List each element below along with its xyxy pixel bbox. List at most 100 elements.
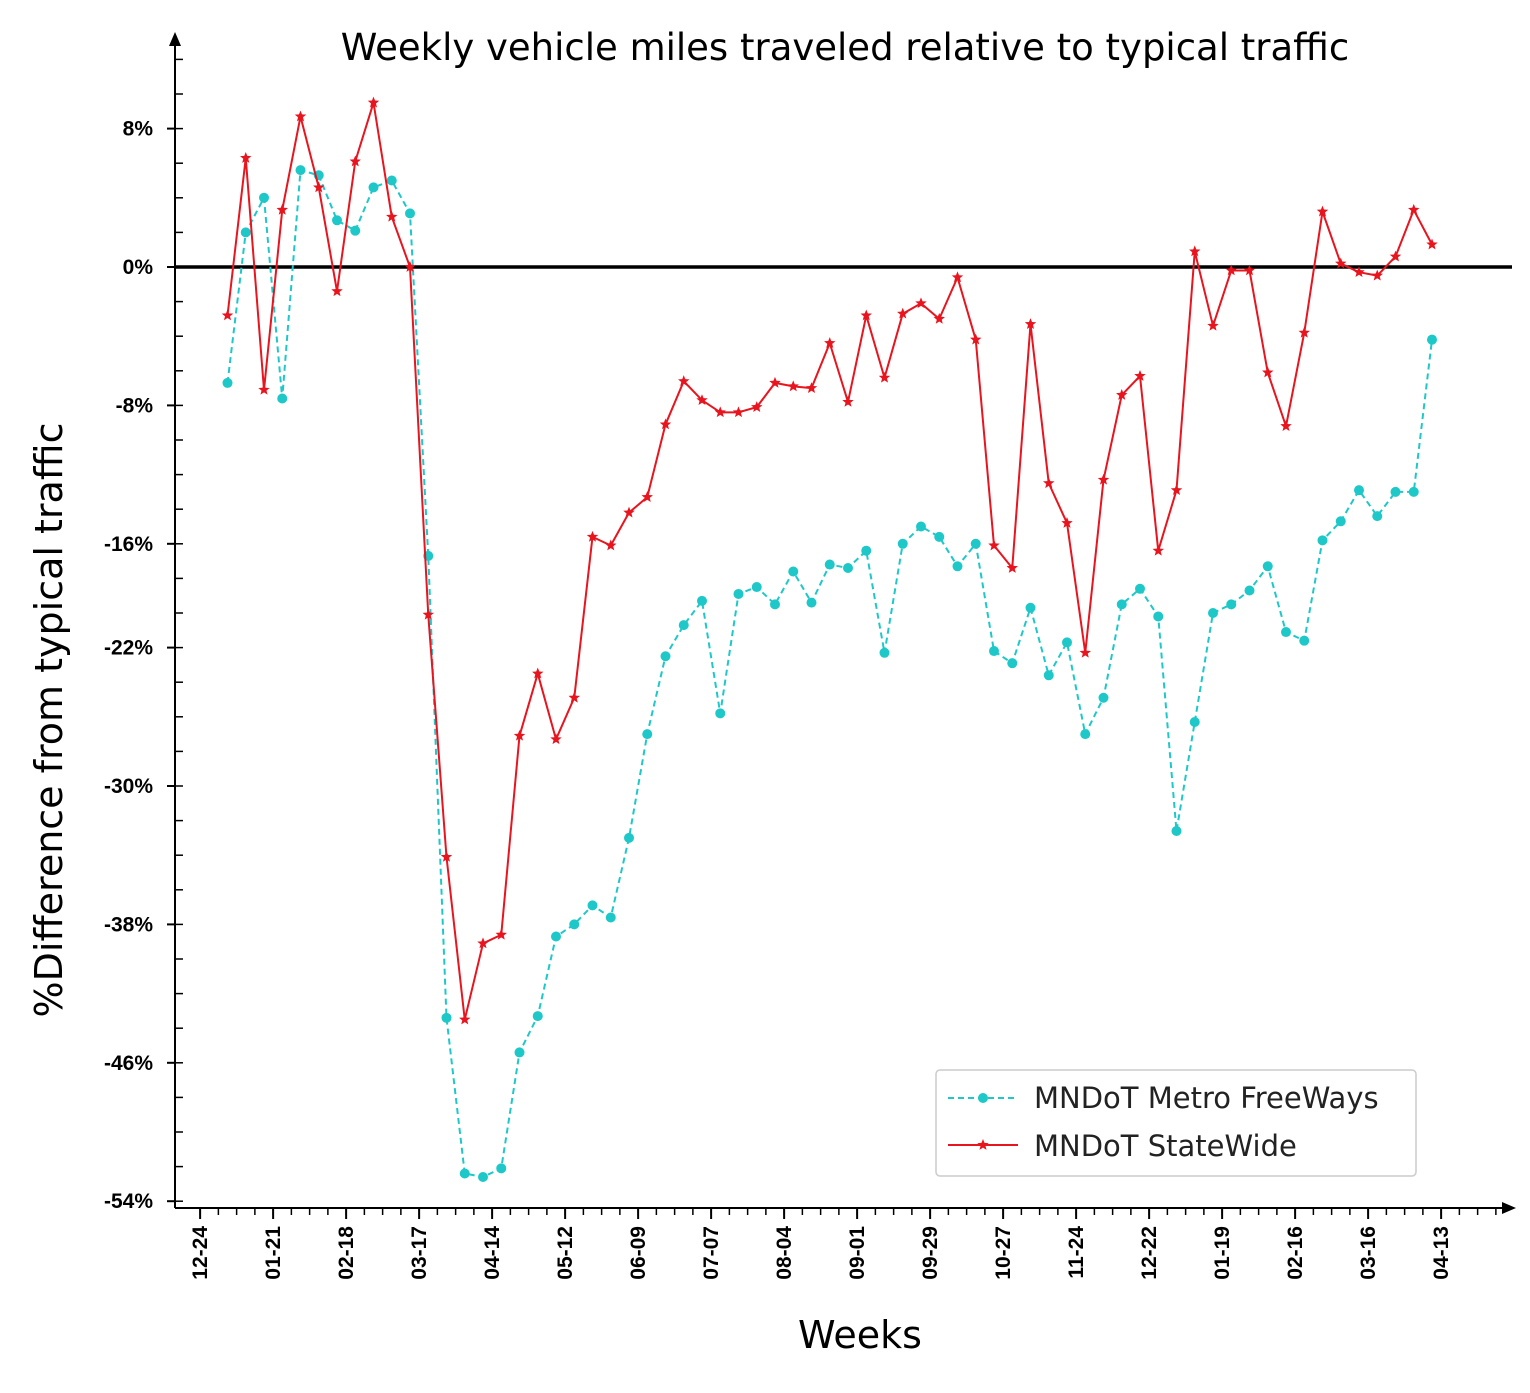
- data-point-statewide: [696, 394, 708, 406]
- data-point-statewide: [1152, 544, 1164, 556]
- data-point-statewide: [1207, 319, 1219, 331]
- data-point-statewide: [1170, 484, 1183, 496]
- data-point-statewide: [1024, 318, 1037, 329]
- data-point-metro-freeways: [916, 521, 926, 532]
- data-point-metro-freeways: [1372, 511, 1383, 522]
- data-point-statewide: [221, 309, 234, 321]
- data-point-metro-freeways: [222, 377, 233, 388]
- y-tick-label: 8%: [123, 118, 154, 141]
- y-tick-label: -16%: [104, 533, 153, 556]
- data-point-statewide: [659, 418, 672, 430]
- data-point-statewide: [1243, 264, 1256, 276]
- data-point-metro-freeways: [587, 900, 598, 911]
- data-point-statewide: [532, 667, 544, 679]
- data-point-statewide: [878, 371, 891, 383]
- y-tick-label: 0%: [123, 256, 154, 279]
- data-point-statewide: [349, 155, 361, 167]
- data-point-statewide: [1262, 366, 1274, 378]
- x-tick-label: 10-27: [992, 1226, 1015, 1280]
- data-point-statewide: [276, 203, 288, 215]
- data-point-metro-freeways: [1116, 599, 1127, 610]
- data-point-statewide: [842, 395, 854, 407]
- data-point-metro-freeways: [478, 1171, 488, 1182]
- data-point-statewide: [1426, 238, 1438, 250]
- data-point-statewide: [714, 406, 726, 418]
- y-tick-label: -8%: [116, 394, 154, 417]
- axes: [167, 32, 1516, 1219]
- data-point-metro-freeways: [1244, 585, 1255, 596]
- data-point-statewide: [568, 691, 580, 703]
- data-point-statewide: [1389, 250, 1402, 262]
- legend-label-statewide: MNDoT StateWide: [1034, 1129, 1297, 1163]
- data-point-statewide: [605, 539, 617, 551]
- data-point-metro-freeways: [1354, 485, 1364, 496]
- data-point-statewide: [495, 928, 507, 940]
- x-tick-label: 02-18: [335, 1226, 358, 1280]
- data-point-metro-freeways: [1007, 658, 1018, 669]
- data-point-statewide: [787, 380, 799, 392]
- data-point-statewide: [641, 491, 653, 502]
- x-tick-label: 02-16: [1284, 1226, 1307, 1280]
- data-point-metro-freeways: [642, 729, 653, 740]
- y-tick-label: -38%: [104, 913, 153, 936]
- data-point-statewide: [1116, 389, 1128, 400]
- y-tick-labels: 8% 0% -8% -16% -22% -30% -38% -46% -54%: [104, 118, 153, 1214]
- x-tick-label: 03-17: [408, 1226, 431, 1280]
- y-tick-label: -46%: [104, 1052, 153, 1075]
- data-point-metro-freeways: [1080, 729, 1091, 740]
- x-tick-label: 03-16: [1357, 1226, 1380, 1280]
- y-tick-label: -22%: [104, 637, 153, 660]
- data-point-statewide: [933, 312, 945, 324]
- data-point-metro-freeways: [514, 1047, 525, 1058]
- data-point-metro-freeways: [368, 182, 379, 193]
- data-point-metro-freeways: [989, 646, 999, 657]
- data-point-statewide: [586, 530, 599, 542]
- data-point-statewide: [367, 96, 380, 108]
- x-tick-label: 08-04: [773, 1226, 796, 1280]
- data-point-metro-freeways: [1335, 516, 1346, 527]
- x-tick-label: 04-14: [481, 1226, 504, 1280]
- legend-marker-statewide: [977, 1139, 989, 1150]
- x-tick-label: 12-22: [1138, 1226, 1161, 1280]
- data-point-metro-freeways: [259, 192, 269, 203]
- data-point-metro-freeways: [879, 647, 890, 658]
- data-point-statewide: [1335, 257, 1347, 269]
- data-point-statewide: [459, 1013, 471, 1025]
- data-point-statewide: [1134, 369, 1146, 381]
- data-point-metro-freeways: [678, 620, 689, 631]
- data-point-statewide: [915, 297, 927, 309]
- data-point-statewide: [678, 375, 690, 387]
- data-point-metro-freeways: [751, 582, 762, 593]
- data-point-metro-freeways: [240, 227, 251, 238]
- data-point-statewide: [751, 401, 763, 412]
- data-point-metro-freeways: [459, 1168, 470, 1179]
- x-tick-label: 09-01: [846, 1226, 869, 1280]
- data-point-metro-freeways: [934, 531, 945, 542]
- data-point-statewide: [988, 539, 1000, 551]
- series-group: [221, 96, 1438, 1182]
- legend-marker-metro-freeways: [978, 1093, 988, 1103]
- data-point-statewide: [440, 850, 453, 862]
- chart-title: Weekly vehicle miles traveled relative t…: [341, 26, 1350, 69]
- data-point-metro-freeways: [843, 563, 853, 574]
- data-point-statewide: [1189, 245, 1201, 257]
- x-axis-arrow: [1502, 1202, 1516, 1214]
- data-point-statewide: [1280, 420, 1292, 432]
- data-point-metro-freeways: [332, 215, 342, 226]
- y-tick-label: -30%: [104, 775, 153, 798]
- legend-label-metro-freeways: MNDoT Metro FreeWays: [1034, 1081, 1379, 1115]
- data-point-metro-freeways: [624, 832, 634, 843]
- x-tick-labels: 12-24 01-21 02-18 03-17 04-14 05-12 06-09 07-07…: [189, 1226, 1453, 1280]
- x-tick-label: 07-07: [700, 1226, 723, 1280]
- data-point-statewide: [422, 608, 434, 620]
- data-point-metro-freeways: [806, 597, 817, 608]
- data-point-statewide: [550, 733, 562, 745]
- data-point-metro-freeways: [1189, 716, 1200, 727]
- data-point-metro-freeways: [551, 931, 561, 942]
- data-point-metro-freeways: [277, 393, 288, 404]
- x-tick-label: 01-21: [262, 1226, 285, 1280]
- data-point-metro-freeways: [1427, 334, 1437, 345]
- legend: MNDoT Metro FreeWays MNDoT StateWide: [935, 1069, 1417, 1177]
- data-point-statewide: [477, 937, 489, 949]
- data-point-metro-freeways: [350, 225, 361, 236]
